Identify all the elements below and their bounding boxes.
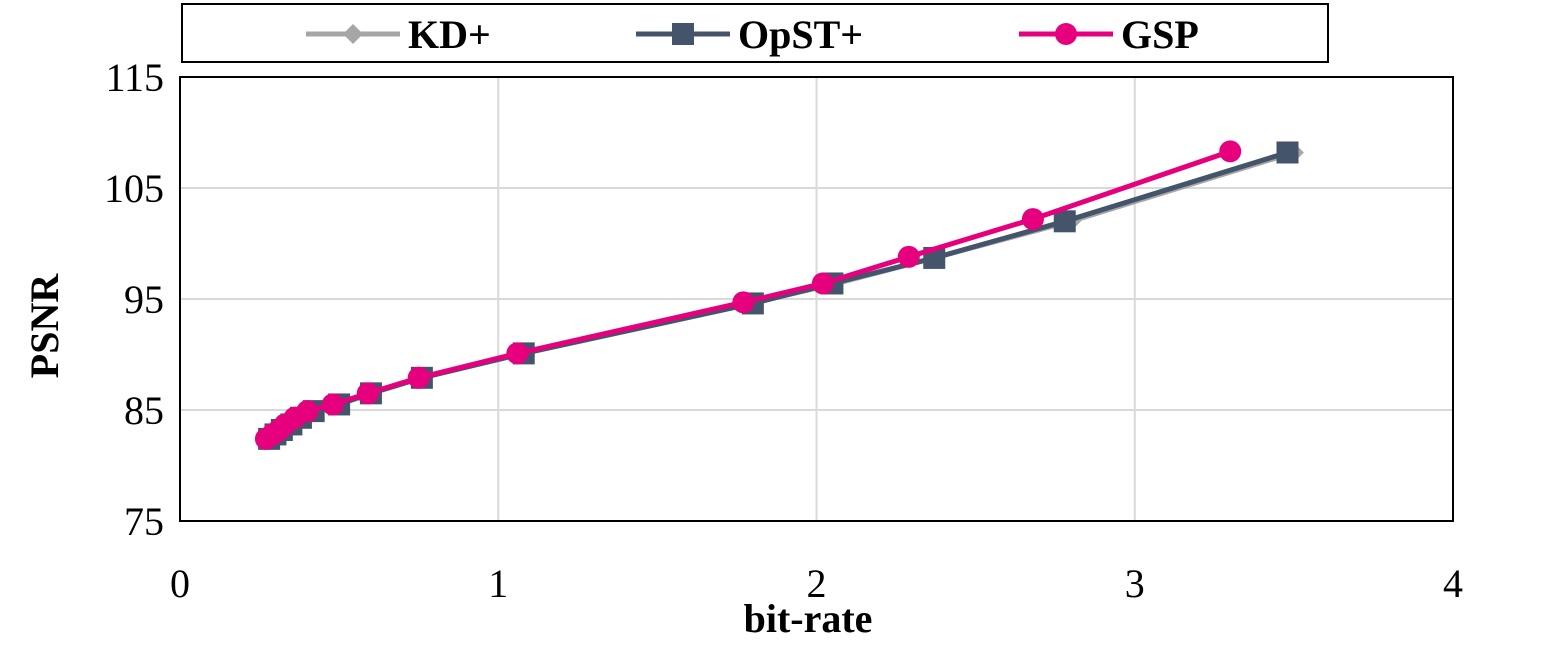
y-tick-label: 95 — [124, 277, 164, 322]
legend-item: GSP — [1019, 12, 1199, 57]
data-point — [296, 400, 319, 423]
legend-label: KD+ — [408, 12, 491, 57]
y-tick-label: 85 — [124, 388, 164, 433]
data-point — [1053, 210, 1076, 233]
legend-marker — [343, 24, 363, 44]
data-point — [1276, 141, 1299, 164]
x-tick-label: 4 — [1443, 561, 1463, 606]
legend-item: OpST+ — [636, 12, 863, 57]
tick-labels: 0 1 2 3 4 75 85 95 105 115 — [104, 55, 1463, 606]
x-tick-label: 1 — [488, 561, 508, 606]
y-tick-label: 115 — [105, 55, 164, 100]
grid-lines — [180, 77, 1453, 521]
legend: KD+ OpST+ GSP — [181, 3, 1329, 63]
data-point — [1021, 208, 1044, 231]
data-point — [897, 245, 920, 268]
y-tick-label: 105 — [104, 166, 164, 211]
data-point — [356, 382, 379, 405]
legend-marker — [1055, 23, 1077, 45]
y-axis-title: PSNR — [22, 273, 67, 379]
x-axis-title: bit-rate — [744, 596, 873, 641]
x-tick-label: 3 — [1125, 561, 1145, 606]
data-point — [407, 366, 430, 389]
data-point — [321, 393, 344, 416]
data-point — [732, 291, 755, 314]
legend-item: KD+ — [306, 12, 491, 57]
y-tick-label: 75 — [124, 499, 164, 544]
data-point — [1219, 140, 1242, 163]
data-point — [811, 272, 834, 295]
x-tick-label: 0 — [170, 561, 190, 606]
legend-label: GSP — [1121, 12, 1199, 57]
data-point — [506, 342, 529, 365]
legend-label: OpST+ — [738, 12, 863, 57]
x-tick-label: 2 — [807, 561, 827, 606]
series-layer — [254, 140, 1304, 450]
legend-marker — [672, 23, 694, 45]
series-gsp — [254, 140, 1242, 450]
plot-area-frame — [179, 76, 1454, 522]
